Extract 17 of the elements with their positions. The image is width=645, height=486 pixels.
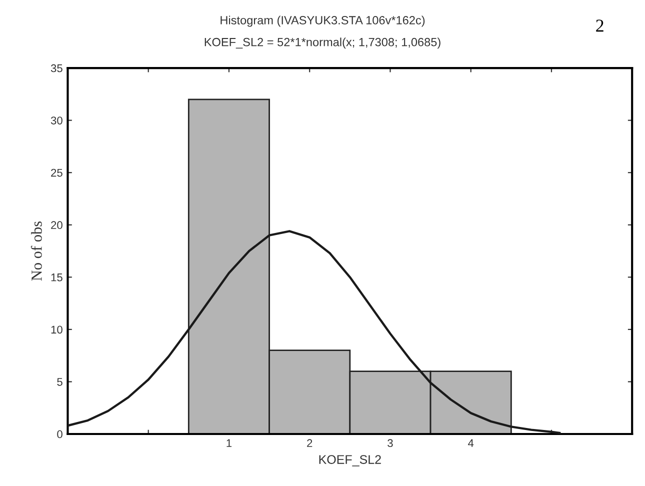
y-axis-title: No of obs (30, 221, 42, 281)
y-tick-label: 25 (51, 168, 62, 177)
y-tick-label: 20 (51, 221, 62, 230)
x-tick-label: 4 (468, 439, 474, 447)
chart-subtitle: KOEF_SL2 = 52*1*normal(x; 1,7308; 1,0685) (204, 38, 440, 49)
y-tick-label: 5 (57, 378, 62, 386)
y-tick-label: 30 (50, 116, 62, 124)
x-tick-label: 3 (388, 439, 393, 448)
y-tick-label: 15 (51, 274, 62, 282)
text: 2 (596, 20, 604, 32)
y-tick-label: 0 (57, 430, 62, 438)
x-tick-label: 2 (307, 439, 312, 447)
chart-title: Histogram (IVASYUK3.STA 106v*162c) (220, 16, 425, 27)
y-tick-label: 35 (50, 64, 62, 72)
x-axis-title: KOEF_SL2 (319, 455, 381, 466)
y-tick-label: 10 (51, 326, 62, 334)
x-tick-label: 1 (226, 439, 232, 447)
